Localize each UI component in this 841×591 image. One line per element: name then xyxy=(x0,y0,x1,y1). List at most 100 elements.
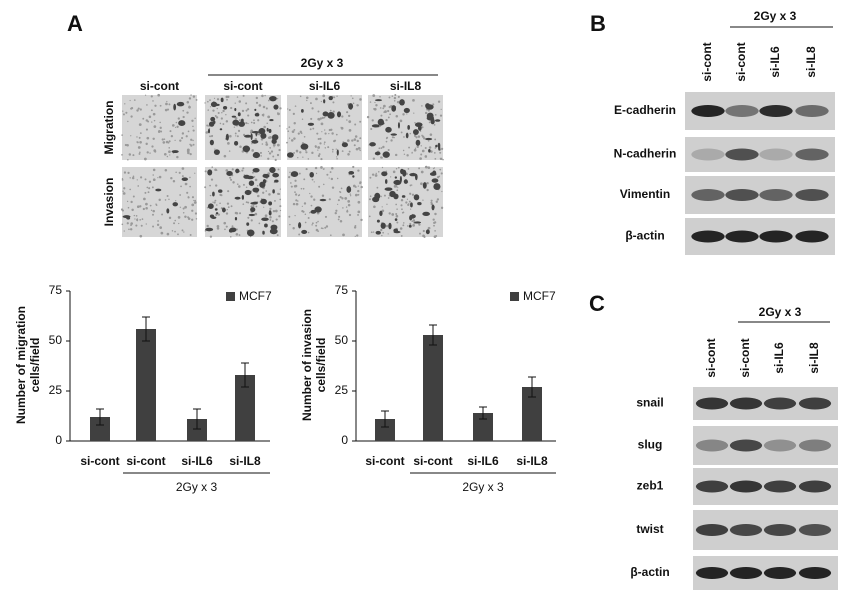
texture xyxy=(135,214,138,217)
texture xyxy=(434,138,437,141)
texture xyxy=(206,224,209,228)
legend-swatch xyxy=(510,292,519,301)
texture xyxy=(178,171,181,174)
texture xyxy=(402,224,405,227)
texture xyxy=(276,143,280,147)
texture xyxy=(413,148,417,152)
texture xyxy=(309,128,312,131)
texture xyxy=(228,150,231,152)
texture xyxy=(209,184,211,187)
cell xyxy=(266,127,269,132)
texture xyxy=(270,150,274,153)
texture xyxy=(139,176,143,179)
texture xyxy=(357,185,359,187)
texture xyxy=(146,136,150,140)
cell xyxy=(238,121,245,127)
texture xyxy=(143,197,146,201)
texture xyxy=(229,134,232,138)
texture xyxy=(434,113,437,116)
texture xyxy=(307,231,310,234)
texture xyxy=(290,185,293,188)
texture xyxy=(427,166,431,170)
texture xyxy=(392,170,396,174)
texture xyxy=(269,219,272,221)
texture xyxy=(186,111,189,114)
x-tick-label: si-cont xyxy=(126,454,165,468)
texture xyxy=(225,212,229,215)
texture xyxy=(329,234,332,237)
y-axis-label: cells/field xyxy=(28,338,42,393)
cell xyxy=(374,151,381,156)
cell xyxy=(226,171,233,177)
texture xyxy=(220,117,223,120)
texture xyxy=(138,136,141,139)
cell xyxy=(172,202,179,207)
texture xyxy=(222,123,225,125)
x-tick-label: si-cont xyxy=(80,454,119,468)
texture xyxy=(159,226,163,229)
texture xyxy=(225,120,229,123)
texture xyxy=(328,198,331,201)
texture xyxy=(311,224,313,226)
y-axis-label: Number of invasion xyxy=(300,309,314,421)
band xyxy=(725,230,759,243)
texture xyxy=(396,189,399,192)
texture xyxy=(168,103,171,106)
cell xyxy=(376,219,380,223)
cell xyxy=(397,122,401,129)
band xyxy=(763,480,797,493)
band xyxy=(695,480,729,493)
cell xyxy=(434,119,441,122)
texture xyxy=(290,182,292,184)
texture xyxy=(434,230,436,232)
texture xyxy=(157,220,159,222)
texture xyxy=(249,131,253,134)
cell xyxy=(254,108,257,111)
cell xyxy=(241,195,245,200)
texture xyxy=(279,188,281,190)
texture xyxy=(246,108,250,111)
texture xyxy=(400,131,403,134)
texture xyxy=(148,187,151,190)
texture xyxy=(429,133,433,136)
texture xyxy=(238,185,241,188)
texture xyxy=(181,175,184,178)
lane-label: si-cont xyxy=(734,42,748,81)
texture xyxy=(129,99,131,102)
texture xyxy=(194,212,198,215)
band xyxy=(691,105,725,117)
texture xyxy=(289,223,291,226)
texture xyxy=(337,203,339,206)
texture xyxy=(318,119,321,121)
texture xyxy=(376,186,379,189)
texture xyxy=(123,187,126,190)
cell xyxy=(269,166,276,174)
band xyxy=(695,567,729,579)
texture xyxy=(391,213,395,216)
texture xyxy=(335,133,338,136)
texture xyxy=(299,95,302,98)
cell xyxy=(205,227,214,232)
texture xyxy=(400,198,404,202)
texture xyxy=(136,218,138,220)
cell xyxy=(307,122,315,126)
texture xyxy=(121,178,124,181)
texture xyxy=(382,107,385,110)
texture xyxy=(385,118,388,122)
band xyxy=(725,189,759,201)
texture xyxy=(386,203,388,205)
texture xyxy=(264,214,268,218)
cell xyxy=(218,189,223,193)
texture xyxy=(408,146,411,149)
texture xyxy=(170,134,174,138)
texture xyxy=(162,141,166,144)
cell xyxy=(274,179,279,183)
band xyxy=(725,105,759,117)
texture xyxy=(174,126,177,129)
texture xyxy=(298,172,301,175)
texture xyxy=(424,155,428,158)
texture xyxy=(176,155,179,159)
texture xyxy=(328,128,332,132)
band xyxy=(691,230,725,243)
texture xyxy=(288,176,291,179)
